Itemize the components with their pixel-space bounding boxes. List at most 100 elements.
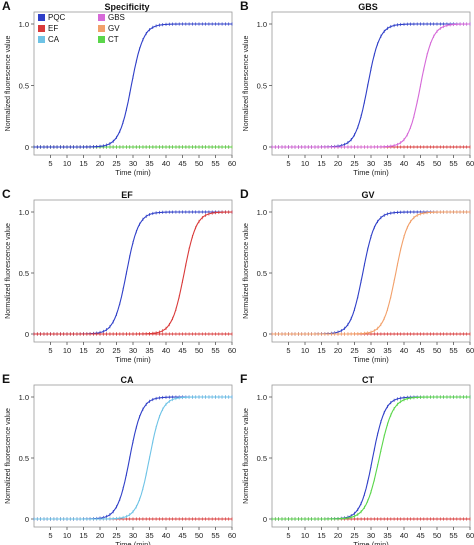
x-tick-label: 55: [449, 531, 457, 540]
panel-title: CT: [362, 375, 374, 385]
x-tick-label: 20: [96, 346, 104, 355]
chart-panel-f: F CT 0 0.5 1.0 5 10 15 20 25 30 35 40 45 50 55 60 Time (m…: [240, 372, 474, 545]
series-line: [34, 23, 232, 148]
panel-letter: C: [2, 187, 11, 201]
x-tick-label: 35: [145, 159, 153, 168]
legend-label: CA: [48, 35, 60, 44]
x-tick-label: 35: [383, 531, 391, 540]
legend: PQC EF CA GBS GV CT: [38, 13, 125, 44]
legend-swatch: [38, 36, 45, 43]
x-tick-label: 5: [286, 346, 290, 355]
x-tick-label: 50: [195, 531, 203, 540]
legend-swatch: [98, 36, 105, 43]
x-tick-label: 50: [195, 346, 203, 355]
legend-swatch: [98, 14, 105, 21]
x-tick-label: 60: [466, 159, 474, 168]
y-axis-label: Normalized fluorescence value: [243, 36, 250, 132]
series-line: [34, 211, 233, 335]
x-tick-label: 5: [286, 531, 290, 540]
series-pqc: [33, 395, 233, 521]
x-tick-label: 25: [350, 159, 358, 168]
series-gbs: [271, 22, 471, 149]
x-tick-label: 45: [416, 159, 424, 168]
y-tick-label: 1.0: [257, 208, 267, 217]
y-tick-label: 1.0: [19, 208, 29, 217]
x-tick-label: 15: [79, 531, 87, 540]
x-tick-label: 55: [211, 346, 219, 355]
x-axis-label: Time (min): [353, 540, 389, 545]
x-tick-label: 45: [178, 531, 186, 540]
panel-letter: B: [240, 0, 249, 13]
x-tick-label: 60: [228, 531, 236, 540]
y-tick-label: 0.5: [19, 82, 29, 91]
y-tick-label: 1.0: [19, 20, 29, 29]
y-tick-label: 0: [25, 515, 29, 524]
x-tick-label: 40: [400, 531, 408, 540]
plot-frame: [33, 384, 233, 528]
series-pqc: [33, 210, 233, 336]
x-tick-label: 20: [96, 531, 104, 540]
chart-panel-d: D GV 0 0.5 1.0 5 10 15 20 25 30 35 40 45 50 55 60 Time (m…: [240, 187, 474, 364]
y-axis-label: Normalized fluorescence value: [243, 223, 250, 319]
x-tick-label: 20: [334, 531, 342, 540]
y-axis-label: Normalized fluorescence value: [5, 36, 12, 132]
x-tick-label: 55: [449, 159, 457, 168]
y-tick-label: 1.0: [19, 393, 29, 402]
series-ct: [271, 395, 471, 521]
x-tick-label: 35: [145, 531, 153, 540]
series-ef: [33, 210, 233, 336]
x-tick-label: 5: [286, 159, 290, 168]
plot-frame: [271, 11, 471, 156]
panel-letter: E: [2, 372, 10, 386]
plot-frame: [33, 199, 233, 343]
x-tick-label: 20: [96, 159, 104, 168]
panel-title: Specificity: [104, 2, 149, 12]
y-tick-label: 0: [25, 330, 29, 339]
series-line: [34, 396, 232, 520]
x-tick-label: 25: [112, 531, 120, 540]
x-tick-label: 45: [416, 346, 424, 355]
x-tick-label: 35: [383, 159, 391, 168]
chart-panel-c: C EF 0 0.5 1.0 5 10 15 20 25 30 35 40 45 50 55 60 Time (m…: [2, 187, 236, 364]
x-tick-label: 25: [112, 346, 120, 355]
x-tick-label: 60: [466, 346, 474, 355]
panel-title: EF: [121, 190, 133, 200]
y-tick-label: 0.5: [257, 454, 267, 463]
series-line: [34, 396, 232, 520]
series-pqc: [271, 395, 471, 521]
x-tick-label: 25: [112, 159, 120, 168]
x-tick-label: 55: [211, 531, 219, 540]
x-tick-label: 50: [433, 531, 441, 540]
series-line: [34, 211, 232, 335]
y-axis-label: Normalized fluorescence value: [5, 223, 12, 319]
plot-frame: [271, 199, 471, 343]
series-pqc: [33, 22, 233, 149]
series-line: [272, 396, 470, 520]
series-ca: [33, 395, 233, 521]
chart-panel-a: A Specificity 0 0.5 1.0 5 10 15 20 25 30 35 40 45 50 55…: [2, 0, 236, 177]
legend-label: GBS: [108, 13, 125, 22]
x-axis-label: Time (min): [353, 355, 389, 364]
x-tick-label: 60: [466, 531, 474, 540]
x-tick-label: 5: [48, 159, 52, 168]
series-pqc: [271, 22, 471, 149]
x-tick-label: 55: [449, 346, 457, 355]
panel-letter: A: [2, 0, 11, 13]
series-gv: [271, 210, 471, 336]
panel-title: CA: [121, 375, 134, 385]
x-tick-label: 15: [79, 159, 87, 168]
y-tick-label: 0: [25, 143, 29, 152]
x-tick-label: 40: [162, 159, 170, 168]
x-tick-label: 60: [228, 346, 236, 355]
y-tick-label: 1.0: [257, 393, 267, 402]
x-tick-label: 30: [367, 159, 375, 168]
x-tick-label: 15: [317, 346, 325, 355]
x-tick-label: 25: [350, 346, 358, 355]
chart-panel-b: B GBS 0 0.5 1.0 5 10 15 20 25 30 35 40 45 50 55 60 Time (…: [240, 0, 474, 177]
y-tick-label: 1.0: [257, 20, 267, 29]
legend-swatch: [38, 25, 45, 32]
legend-swatch: [38, 14, 45, 21]
series-line: [272, 211, 470, 335]
series-line: [272, 23, 470, 148]
